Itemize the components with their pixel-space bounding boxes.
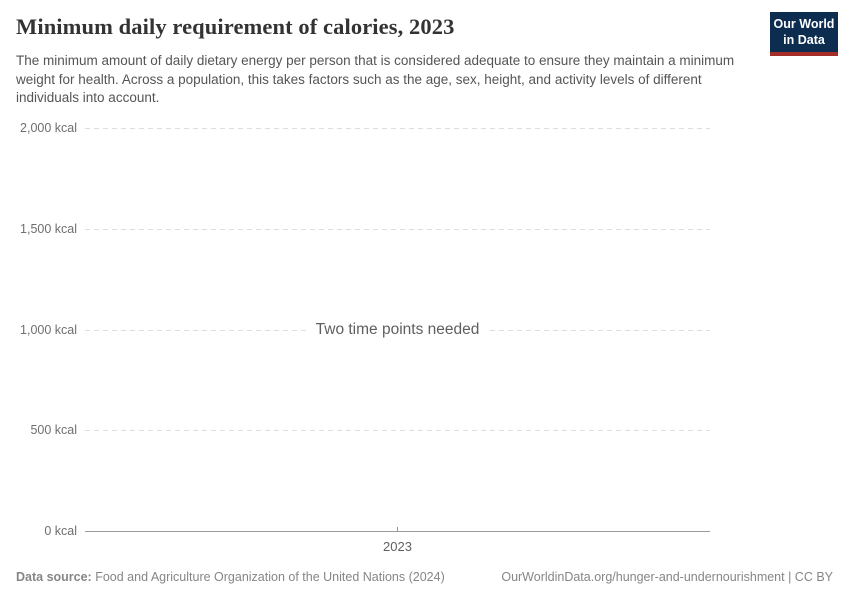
owid-logo[interactable]: Our World in Data — [770, 12, 838, 56]
owid-logo-line2: in Data — [783, 32, 825, 47]
y-axis-tick-label: 500 kcal — [30, 423, 77, 438]
empty-state-message-text: Two time points needed — [305, 321, 490, 338]
y-axis-tick-label: 2,000 kcal — [20, 121, 77, 135]
page-title: Minimum daily requirement of calories, 2… — [16, 14, 455, 39]
x-axis-tick-label: 2023 — [383, 539, 412, 554]
x-axis-tick-mark — [397, 527, 398, 531]
y-gridline — [85, 228, 710, 230]
owid-logo-line1: Our World — [773, 17, 835, 31]
data-source-line[interactable]: Data source: Food and Agriculture Organi… — [16, 569, 445, 585]
y-gridline — [85, 128, 710, 129]
data-source-label: Data source: — [16, 570, 92, 584]
y-axis-tick-label: 0 kcal — [44, 524, 77, 538]
data-source-value: Food and Agriculture Organization of the… — [95, 570, 445, 584]
y-axis-tick-label: 1,500 kcal — [20, 221, 77, 236]
attribution-link[interactable]: OurWorldinData.org/hunger-and-undernouri… — [501, 570, 833, 584]
empty-state-message: Two time points needed — [85, 319, 710, 341]
x-axis-line — [85, 531, 710, 532]
y-axis-tick-label: 1,000 kcal — [20, 322, 77, 337]
chart-footer: Data source: Food and Agriculture Organi… — [16, 569, 833, 585]
chart-subtitle: The minimum amount of daily dietary ener… — [16, 53, 735, 105]
y-gridline — [85, 430, 710, 432]
